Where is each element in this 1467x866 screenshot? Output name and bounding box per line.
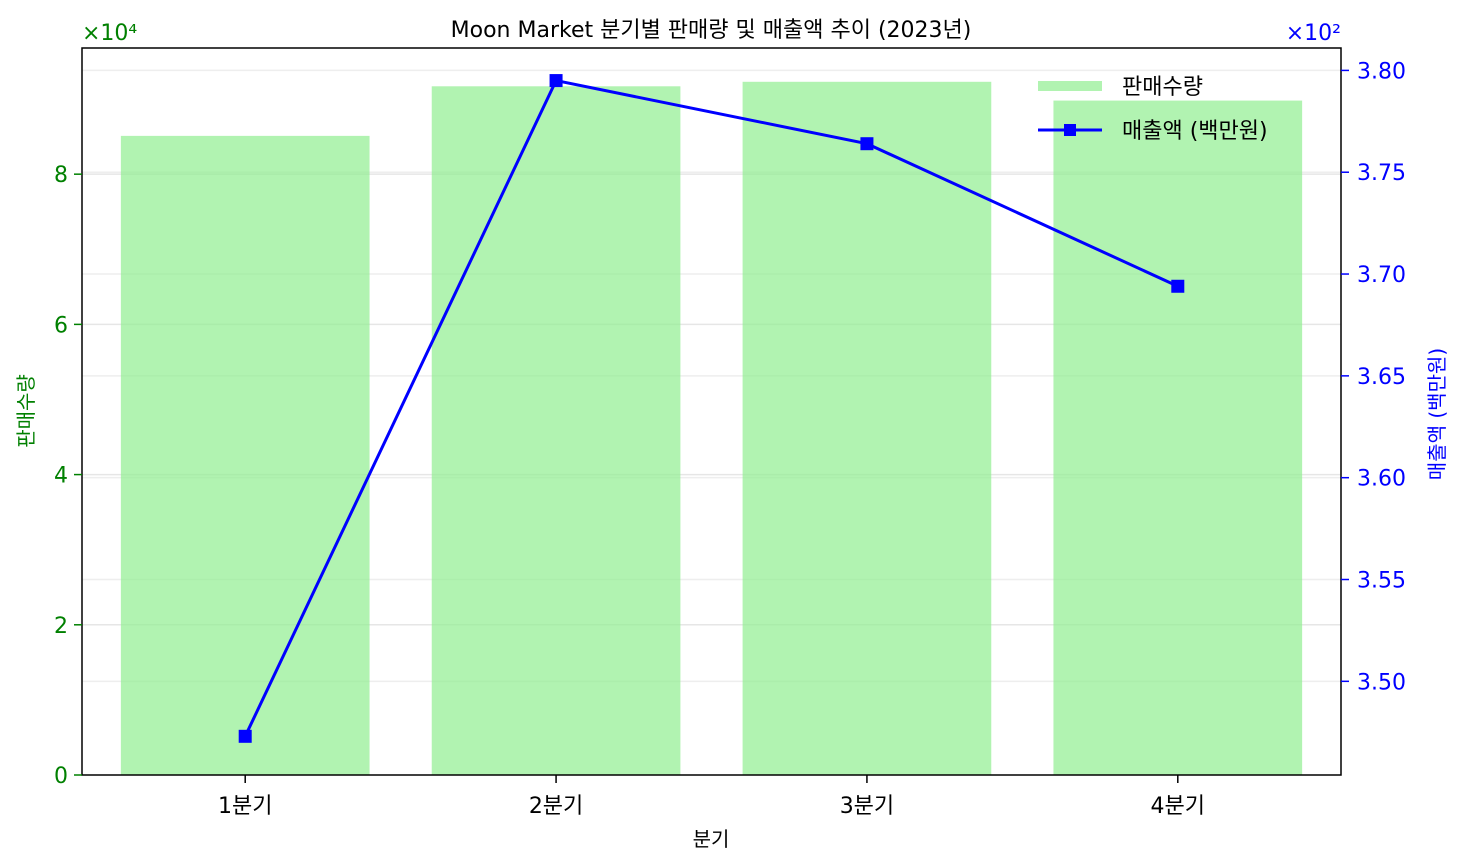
legend: 판매수량 매출액 (백만원): [1038, 75, 1268, 144]
bar-3: [742, 81, 992, 775]
left-tick-label-2: 4: [54, 464, 68, 489]
x-axis-title: 분기: [693, 827, 730, 851]
line-layer: [238, 74, 1185, 743]
plot-frame: [81, 47, 1342, 776]
right-tick-label-3: 3.65: [1357, 365, 1406, 390]
right-tick-label-5: 3.75: [1357, 161, 1406, 186]
x-tick-label-1: 1분기: [218, 794, 272, 819]
right-y-axis-title: 매출액 (백만원): [1425, 348, 1449, 480]
x-axis: 1분기 2분기 3분기 4분기: [218, 775, 1205, 819]
legend-line-marker: [1064, 124, 1076, 136]
left-y-axis: 0 2 4 6 8: [54, 163, 82, 789]
left-tick-label-4: 8: [54, 163, 68, 188]
right-axis-scale-label: ×10²: [1286, 21, 1341, 46]
right-tick-label-2: 3.60: [1357, 467, 1406, 492]
left-tick-label-0: 0: [54, 764, 68, 789]
left-tick-label-1: 2: [54, 614, 68, 639]
revenue-point-4: [1171, 279, 1185, 293]
bar-2: [431, 86, 681, 776]
legend-label-sales-quantity: 판매수량: [1122, 75, 1203, 100]
right-tick-label-1: 3.55: [1357, 569, 1406, 594]
right-tick-label-4: 3.70: [1357, 263, 1406, 288]
left-tick-label-3: 6: [54, 313, 68, 338]
chart-title: Moon Market 분기별 판매량 및 매출액 추이 (2023년): [451, 18, 972, 43]
revenue-line: [243, 78, 1179, 737]
right-y-axis: 3.50 3.55 3.60 3.65 3.70 3.75 3.80: [1341, 59, 1406, 695]
x-tick-label-4: 4분기: [1151, 794, 1205, 819]
bar-1: [120, 135, 370, 776]
legend-label-revenue: 매출액 (백만원): [1122, 119, 1268, 144]
revenue-point-1: [238, 729, 252, 743]
revenue-point-2: [549, 74, 563, 88]
left-axis-scale-label: ×10⁴: [82, 21, 137, 46]
right-tick-label-6: 3.80: [1357, 59, 1406, 84]
bar-4: [1053, 100, 1303, 775]
x-tick-label-2: 2분기: [529, 794, 583, 819]
right-tick-label-0: 3.50: [1357, 670, 1406, 695]
left-y-axis-title: 판매수량: [14, 374, 38, 448]
revenue-point-3: [860, 137, 874, 151]
x-tick-label-3: 3분기: [840, 794, 894, 819]
legend-bar-swatch: [1038, 81, 1102, 91]
bar-layer: [120, 81, 1303, 776]
